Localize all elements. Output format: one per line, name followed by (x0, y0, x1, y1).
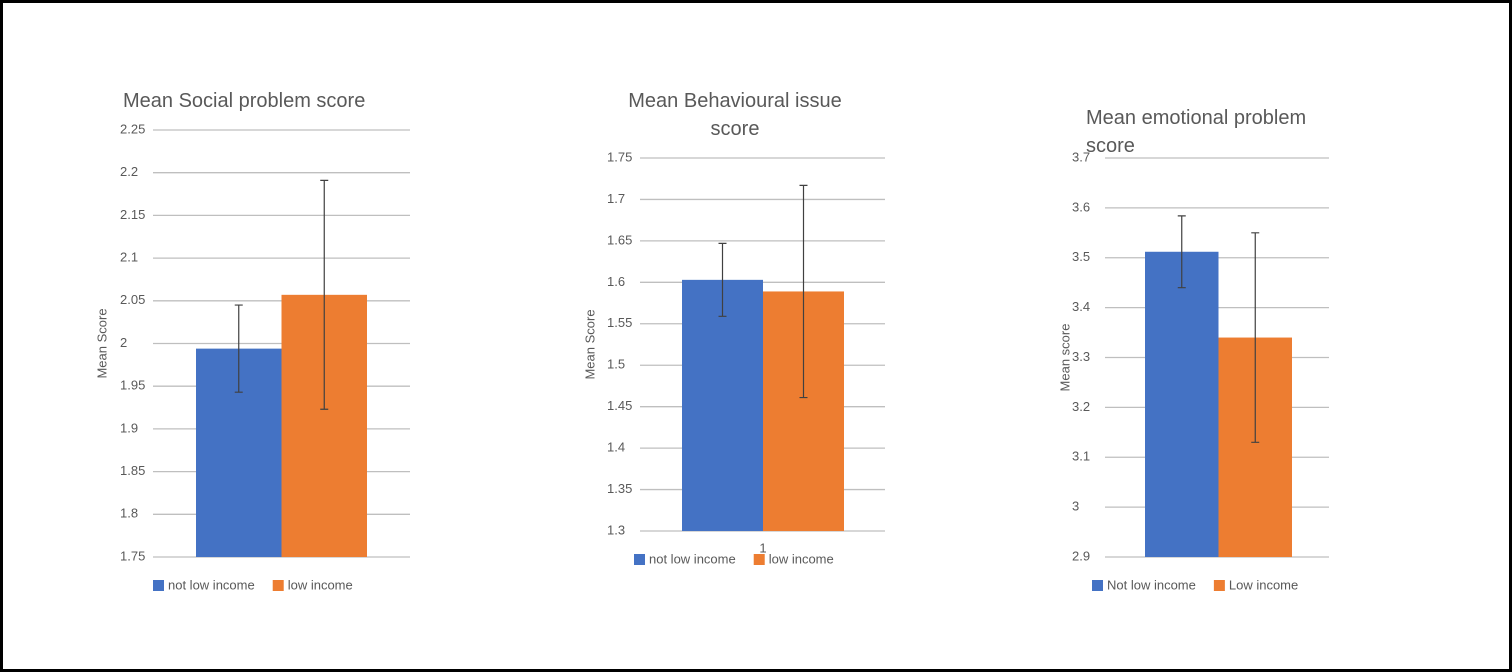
legend-swatch (1092, 580, 1103, 591)
y-tick-label: 1.55 (607, 315, 632, 330)
y-tick-label: 2.15 (120, 207, 145, 222)
y-tick-label: 1.4 (607, 440, 625, 455)
legend-swatch (153, 580, 164, 591)
y-tick-label: 2.05 (120, 292, 145, 307)
y-tick-label: 1.8 (120, 506, 138, 521)
error-bar (1177, 215, 1186, 289)
legend-label: not low income (649, 551, 736, 566)
y-tick-label: 1.75 (607, 149, 632, 164)
y-tick-label: 2 (120, 335, 127, 350)
legend-swatch (753, 554, 765, 565)
legend-label: low income (288, 577, 353, 592)
x-tick-label: 1 (759, 540, 766, 555)
y-axis-label: Mean Score (94, 308, 109, 378)
legend-label: low income (769, 551, 834, 566)
y-tick-label: 1.45 (607, 398, 632, 413)
y-tick-label: 1.9 (120, 420, 138, 435)
y-tick-label: 1.6 (607, 274, 625, 289)
y-tick-label: 3.6 (1072, 199, 1090, 214)
bar (682, 279, 763, 531)
y-tick-label: 1.85 (120, 463, 145, 478)
chart-title: Mean Social problem score (123, 90, 366, 112)
legend-swatch (272, 580, 284, 591)
error-bar (718, 242, 727, 317)
legend-label: Not low income (1107, 577, 1196, 592)
chart-title: Mean emotional problem score (1086, 107, 1307, 157)
y-tick-label: 3.7 (1072, 149, 1090, 164)
y-tick-label: 3 (1072, 499, 1079, 514)
y-tick-label: 1.35 (607, 481, 632, 496)
y-tick-label: 2.2 (120, 164, 138, 179)
error-bar (320, 179, 329, 410)
legend-swatch (634, 554, 645, 565)
y-tick-label: 3.4 (1072, 299, 1090, 314)
charts: 1.75 1.8 1.85 1.9 1.95 2 2.05 2.1 2.15 2.2 2.25 Mea… (94, 121, 1329, 592)
bar (1145, 251, 1219, 557)
y-tick-label: 1.95 (120, 378, 145, 393)
y-tick-label: 3.2 (1072, 399, 1090, 414)
legend-label: not low income (168, 577, 255, 592)
error-bar (234, 304, 243, 393)
y-tick-label: 3.5 (1072, 249, 1090, 264)
y-tick-label: 3.3 (1072, 349, 1090, 364)
y-tick-label: 1.65 (607, 232, 632, 247)
y-tick-label: 1.3 (607, 522, 625, 537)
y-tick-label: 1.75 (120, 548, 145, 563)
y-tick-label: 2.9 (1072, 548, 1090, 563)
error-bar (1251, 232, 1260, 443)
y-tick-label: 2.1 (120, 250, 138, 265)
legend-label: Low income (1229, 577, 1298, 592)
error-bar (799, 184, 808, 399)
y-tick-label: 3.1 (1072, 449, 1090, 464)
y-axis-label: Mean Score (582, 309, 597, 379)
y-axis-label: Mean score (1057, 324, 1072, 392)
y-tick-label: 1.7 (607, 191, 625, 206)
chart-title: Mean Behavioural issue score (628, 90, 842, 140)
legend-swatch (1213, 580, 1225, 591)
y-tick-label: 2.25 (120, 121, 145, 136)
y-tick-label: 1.5 (607, 357, 625, 372)
